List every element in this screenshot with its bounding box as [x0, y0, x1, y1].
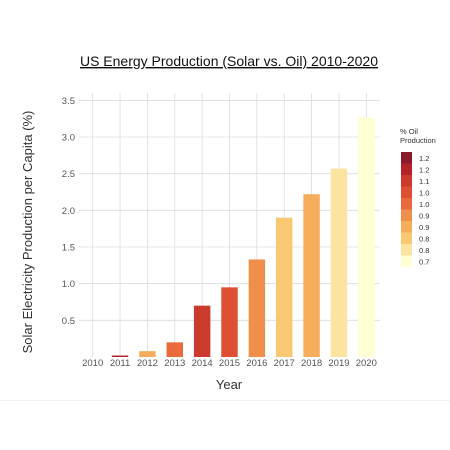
y-tick-labels: 0.5 1.0 1.5 2.0 2.5 3.0 3.5 — [62, 96, 75, 327]
legend-label: 0.9 — [419, 223, 429, 232]
bar-2014 — [193, 305, 211, 357]
y-tick-label: 2.5 — [62, 169, 75, 180]
x-tick-label: 2012 — [137, 358, 158, 369]
x-tick-label: 2013 — [164, 358, 185, 369]
legend-swatch — [401, 163, 412, 175]
bar-2016 — [248, 259, 266, 357]
bar-2017 — [276, 217, 293, 357]
divider — [0, 400, 450, 401]
y-axis-title: Solar Electricity Production per Capita … — [20, 111, 35, 354]
bar-2012 — [139, 351, 156, 357]
bar-2018 — [303, 194, 320, 357]
legend-swatch — [401, 232, 412, 244]
legend-swatch — [401, 255, 412, 267]
y-tick-label: 3.5 — [62, 96, 75, 107]
legend-title: % Oil — [400, 127, 418, 136]
legend-label: 0.7 — [419, 257, 429, 266]
x-axis-title: Year — [216, 377, 243, 392]
legend-swatch — [401, 152, 412, 164]
y-tick-label: 3.0 — [62, 133, 75, 144]
x-tick-label: 2018 — [301, 358, 322, 369]
legend-swatch — [401, 175, 412, 187]
legend-label: 1.2 — [419, 154, 429, 163]
x-tick-label: 2010 — [82, 358, 103, 369]
bars — [111, 117, 375, 357]
x-tick-labels: 2010 2011 2012 2013 2014 2015 2016 2017 2018 2019… — [82, 358, 377, 369]
legend-label: 0.9 — [419, 211, 429, 220]
legend-title: Production — [400, 136, 436, 145]
legend-label: 1.0 — [419, 200, 429, 209]
legend-swatch — [401, 244, 412, 256]
legend-swatch — [401, 221, 412, 233]
x-tick-label: 2020 — [356, 358, 377, 369]
bar-2013 — [166, 342, 183, 357]
y-tick-label: 1.5 — [62, 243, 75, 254]
y-tick-label: 2.0 — [62, 206, 75, 217]
legend-label: 1.2 — [419, 165, 429, 174]
x-tick-label: 2014 — [192, 358, 213, 369]
chart-title: US Energy Production (Solar vs. Oil) 201… — [80, 53, 378, 69]
x-tick-label: 2016 — [246, 358, 267, 369]
legend-swatch — [401, 209, 412, 221]
legend-swatch — [401, 186, 412, 198]
bar-2015 — [221, 287, 238, 357]
legend-label: 1.1 — [419, 177, 429, 186]
x-tick-label: 2015 — [219, 358, 240, 369]
bar-2020 — [358, 117, 375, 357]
bar-2019 — [330, 168, 348, 357]
y-tick-label: 1.0 — [62, 279, 75, 290]
legend-label: 1.0 — [419, 188, 429, 197]
bar-2011 — [111, 355, 129, 357]
x-tick-label: 2011 — [110, 358, 130, 369]
legend-swatch — [401, 198, 412, 210]
legend-label: 0.8 — [419, 234, 429, 243]
legend-label: 0.8 — [419, 246, 429, 255]
x-tick-label: 2019 — [328, 358, 349, 369]
y-tick-label: 0.5 — [62, 316, 75, 327]
x-tick-label: 2017 — [274, 358, 295, 369]
